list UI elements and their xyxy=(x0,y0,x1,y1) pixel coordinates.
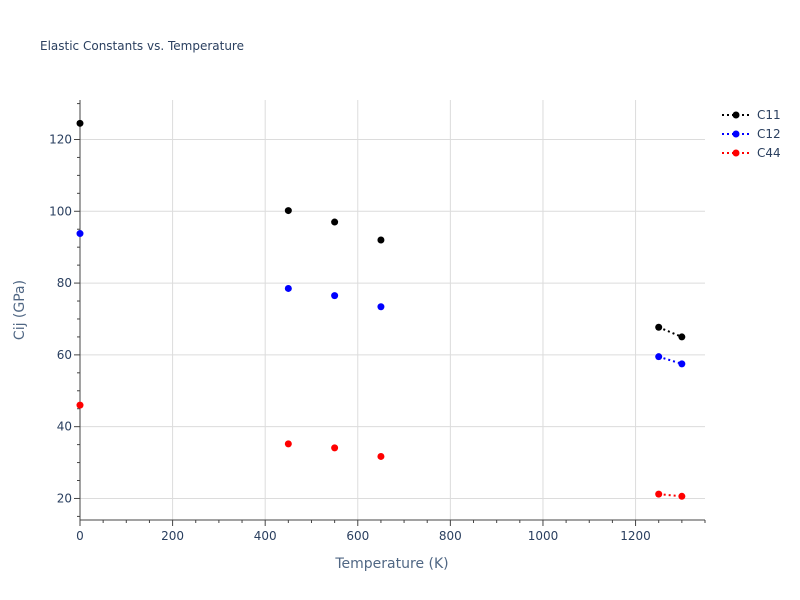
legend-label: C11 xyxy=(757,108,781,122)
grid-lines xyxy=(80,100,705,520)
legend-label: C12 xyxy=(757,127,781,141)
data-point-c44[interactable] xyxy=(331,444,339,452)
x-tick-label: 1000 xyxy=(528,529,559,543)
legend[interactable]: C11 C12 C44 xyxy=(722,108,781,160)
data-point-c12[interactable] xyxy=(377,303,385,311)
data-point-c11[interactable] xyxy=(377,236,385,244)
y-tick-label: 40 xyxy=(57,420,72,434)
y-tick-label: 80 xyxy=(57,276,72,290)
data-point-c11[interactable] xyxy=(331,218,339,226)
data-point-c44[interactable] xyxy=(678,492,686,500)
chart-title: Elastic Constants vs. Temperature xyxy=(40,39,244,53)
series-c44 xyxy=(76,401,686,500)
series-c12 xyxy=(76,230,686,368)
legend-label: C44 xyxy=(757,146,781,160)
data-point-c12[interactable] xyxy=(331,292,339,300)
x-tick-label: 0 xyxy=(76,529,84,543)
axes xyxy=(79,100,705,521)
legend-item-c44[interactable]: C44 xyxy=(722,146,781,160)
x-tick-label: 1200 xyxy=(620,529,651,543)
y-tick-label: 100 xyxy=(49,204,72,218)
legend-marker-swatch xyxy=(732,149,740,157)
series-layer xyxy=(76,119,686,500)
series-line-c11 xyxy=(658,326,683,338)
y-tick-label: 120 xyxy=(49,132,72,146)
data-point-c12[interactable] xyxy=(655,353,663,361)
data-point-c12[interactable] xyxy=(284,284,292,292)
data-point-c12[interactable] xyxy=(678,360,686,368)
x-tick-label: 600 xyxy=(346,529,369,543)
y-tick-label: 60 xyxy=(57,348,72,362)
y-axis-title: Cij (GPa) xyxy=(12,280,28,340)
data-point-c12[interactable] xyxy=(76,230,84,238)
x-tick-label: 200 xyxy=(161,529,184,543)
data-point-c44[interactable] xyxy=(76,401,84,409)
data-point-c11[interactable] xyxy=(76,119,84,127)
data-point-c11[interactable] xyxy=(655,323,663,331)
y-tick-label: 20 xyxy=(57,491,72,505)
tick-marks xyxy=(74,103,706,526)
x-tick-label: 400 xyxy=(254,529,277,543)
data-point-c11[interactable] xyxy=(284,207,292,215)
series-line-c12 xyxy=(658,355,683,365)
legend-item-c11[interactable]: C11 xyxy=(722,108,781,122)
x-axis-title: Temperature (K) xyxy=(334,556,448,572)
series-c11 xyxy=(76,119,686,341)
data-point-c11[interactable] xyxy=(678,333,686,341)
series-line-c44 xyxy=(658,493,682,498)
data-point-c44[interactable] xyxy=(377,452,385,460)
legend-marker-swatch xyxy=(732,111,740,119)
legend-item-c12[interactable]: C12 xyxy=(722,127,781,141)
data-point-c44[interactable] xyxy=(655,490,663,498)
legend-marker-swatch xyxy=(732,130,740,138)
tick-labels: 0 200 400 600 800 1000 1200 20 40 60 80 100 120 xyxy=(49,132,651,543)
data-point-c44[interactable] xyxy=(284,440,292,448)
x-tick-label: 800 xyxy=(439,529,462,543)
